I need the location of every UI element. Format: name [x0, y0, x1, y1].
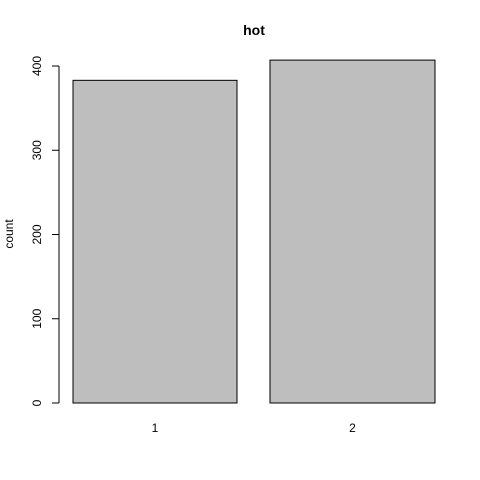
y-axis: 0 100 200 300 400: [30, 56, 60, 406]
y-tick-label-300: 300: [30, 140, 44, 160]
x-tick-label-2: 2: [349, 421, 356, 435]
y-tick-label-400: 400: [30, 56, 44, 76]
bars-group: [72, 59, 436, 404]
y-tick-label-200: 200: [30, 224, 44, 244]
bar-1: [72, 79, 238, 404]
y-tick-label-100: 100: [30, 308, 44, 328]
y-tick-label-0: 0: [30, 399, 44, 406]
chart-title: hot: [243, 22, 265, 38]
x-tick-label-1: 1: [152, 421, 159, 435]
y-axis-label: count: [2, 219, 16, 249]
bar-2: [269, 59, 436, 404]
